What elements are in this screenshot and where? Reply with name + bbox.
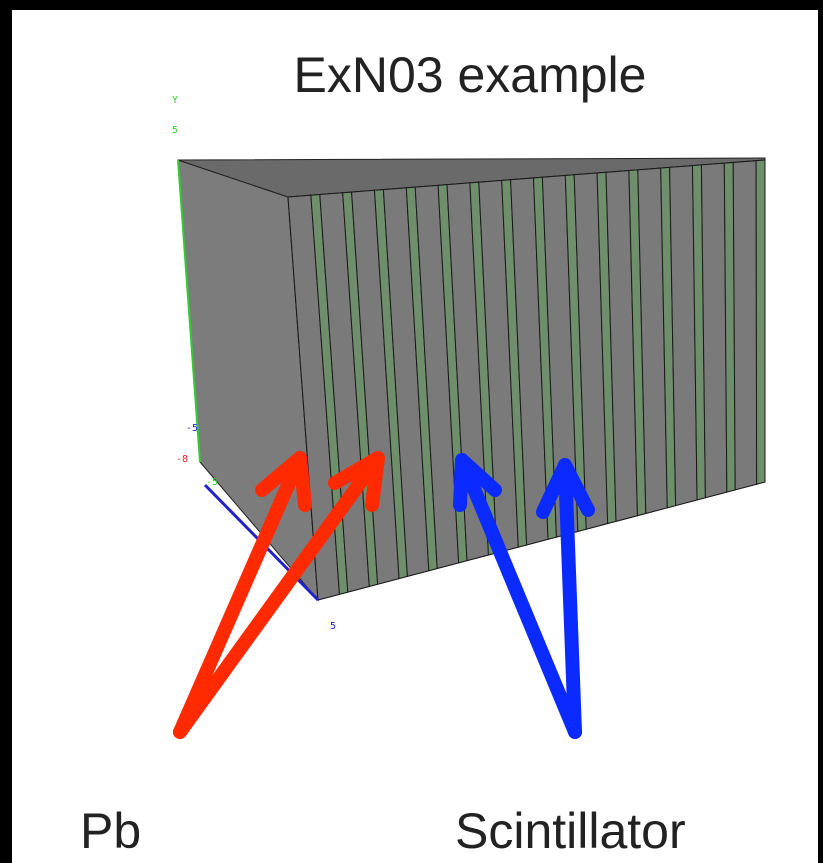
axis-tick: 5 — [172, 125, 178, 136]
axis-tick: -8 — [176, 454, 188, 465]
title: ExN03 example — [294, 47, 647, 103]
absorber-layer — [701, 163, 726, 498]
gap-layer — [756, 160, 765, 484]
absorber-layer — [733, 161, 756, 490]
label-scintillator: Scintillator — [455, 803, 686, 859]
axis-tick: -5 — [186, 423, 198, 434]
label-pb: Pb — [80, 803, 141, 859]
axis-tick: -5 — [206, 477, 218, 488]
slide: ExN03 example Y 5 -5 -8 -5 5 Pb Scintill… — [0, 0, 823, 863]
axis-tick: 5 — [330, 621, 336, 632]
axis-label: Y — [172, 95, 178, 106]
